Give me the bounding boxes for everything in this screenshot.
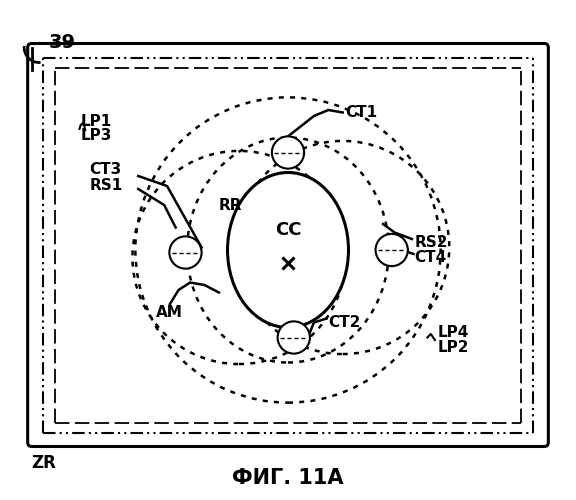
- Text: CT4: CT4: [415, 250, 447, 265]
- Text: CT1: CT1: [346, 105, 378, 120]
- Text: RS2: RS2: [415, 235, 448, 250]
- Text: AM: AM: [156, 305, 183, 320]
- FancyBboxPatch shape: [28, 44, 548, 446]
- Circle shape: [169, 236, 202, 268]
- Text: ZR: ZR: [32, 454, 56, 471]
- Circle shape: [376, 234, 408, 266]
- Text: LP2: LP2: [438, 340, 469, 355]
- Text: CT3: CT3: [89, 162, 122, 178]
- Text: LP1: LP1: [81, 114, 112, 128]
- Text: LP4: LP4: [438, 325, 469, 340]
- Text: LP3: LP3: [81, 128, 112, 144]
- Text: 39: 39: [49, 33, 76, 52]
- Text: RR: RR: [219, 198, 242, 212]
- Text: CT2: CT2: [328, 315, 361, 330]
- Text: CC: CC: [275, 221, 301, 239]
- Text: ФИГ. 11А: ФИГ. 11А: [232, 468, 344, 487]
- Circle shape: [278, 322, 310, 354]
- Circle shape: [272, 136, 304, 168]
- Ellipse shape: [228, 172, 348, 328]
- Text: RS1: RS1: [89, 178, 123, 192]
